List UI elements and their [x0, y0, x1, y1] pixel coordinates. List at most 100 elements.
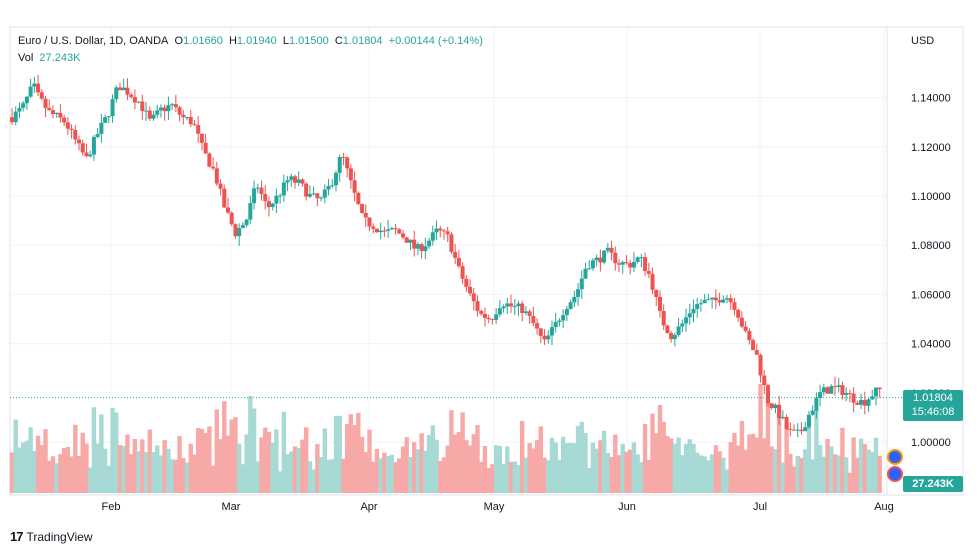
candle-body	[635, 257, 640, 262]
candle-body	[803, 427, 808, 432]
volume-bar	[572, 443, 577, 493]
volume-bar	[54, 463, 59, 493]
last-volume-badge: 27.243K	[903, 476, 963, 492]
candle-body	[739, 317, 744, 327]
candle-body	[859, 399, 864, 405]
volume-bar	[855, 457, 860, 493]
last-price-value: 1.01804	[913, 392, 953, 404]
volume-bar	[50, 456, 56, 493]
close-label: C	[334, 35, 343, 47]
volume-bar	[181, 458, 186, 493]
chart-grid	[10, 27, 887, 495]
volume-bar	[177, 436, 182, 493]
tradingview-brand[interactable]: 17 TradingView	[10, 529, 93, 544]
candle-body	[836, 385, 841, 387]
candle-body	[814, 398, 819, 411]
volume-bar	[698, 455, 704, 493]
volume-bar	[225, 435, 231, 493]
candle-body	[527, 311, 532, 317]
candle-body	[695, 304, 700, 310]
candle-body	[39, 92, 44, 99]
time-tick-label: May	[484, 501, 505, 513]
volume-bar	[739, 420, 745, 493]
candle-body	[382, 230, 387, 232]
volume-bar	[743, 449, 748, 493]
candle-body	[65, 122, 70, 129]
candle-body	[710, 297, 715, 300]
volume-bar	[750, 433, 756, 493]
candle-body	[497, 308, 502, 315]
candle-body	[590, 260, 595, 269]
volume-bar	[400, 446, 406, 493]
candle-body	[669, 333, 674, 340]
candle-body	[806, 414, 811, 428]
candle-body	[341, 157, 346, 159]
volume-bar	[367, 429, 372, 493]
volume-bar	[668, 438, 674, 493]
candle-body	[687, 313, 692, 318]
volume-bar	[475, 425, 480, 493]
candle-body	[758, 354, 763, 376]
candle-body	[617, 263, 622, 265]
candle-body	[631, 261, 636, 268]
volume-bar	[382, 452, 387, 493]
brand-name: TradingView	[26, 529, 93, 544]
price-tick-label: 1.08000	[911, 240, 951, 252]
candle-body	[494, 314, 499, 320]
candle-body	[535, 323, 540, 329]
candle-body	[13, 111, 18, 123]
volume-bar	[791, 466, 797, 493]
time-tick-label: Jul	[753, 501, 767, 513]
volume-bar	[594, 448, 599, 493]
volume-bar	[564, 443, 570, 493]
volume-bar	[449, 410, 454, 493]
candle-body	[356, 192, 361, 205]
candle-body	[158, 107, 163, 111]
candle-body	[10, 117, 14, 123]
volume-bar	[166, 448, 171, 493]
volume-bar	[601, 430, 607, 493]
volume-bar	[434, 439, 439, 493]
candle-body	[765, 385, 770, 404]
volume-bar	[829, 446, 834, 493]
candle-body	[110, 99, 115, 117]
candle-body	[99, 122, 104, 134]
volume-bar	[609, 456, 614, 493]
volume-bar	[277, 471, 283, 493]
volume-bar	[9, 452, 15, 493]
volume-bar	[706, 460, 711, 493]
volume-bar	[199, 428, 205, 493]
volume-bar	[501, 463, 506, 493]
indicator-icons[interactable]	[887, 449, 903, 482]
volume-bar	[866, 449, 871, 493]
last-price-badge: 1.01804 15:46:08	[903, 390, 963, 421]
candle-body	[106, 116, 111, 118]
volume-bar	[579, 421, 584, 493]
candle-body	[620, 262, 625, 265]
volume-bar	[84, 443, 89, 493]
candle-body	[393, 228, 398, 230]
volume-bar	[24, 440, 30, 493]
candle-body	[114, 87, 119, 100]
volume-bar	[646, 460, 652, 493]
candle-body	[557, 320, 562, 323]
volume-bar	[814, 409, 819, 493]
volume-bar	[654, 433, 659, 493]
volume-bar	[318, 457, 324, 493]
volume-bar	[624, 451, 629, 493]
volume-bar	[292, 446, 298, 493]
volume-bar	[691, 443, 696, 493]
volume-bar	[821, 456, 827, 493]
candle-body	[77, 139, 82, 144]
volume-bar	[728, 442, 733, 493]
volume-bar	[248, 395, 253, 493]
volume-bar	[326, 459, 331, 493]
candle-body	[24, 96, 29, 104]
volume-bar	[497, 445, 503, 493]
candle-body	[199, 133, 204, 143]
candle-body	[244, 219, 249, 226]
volume-bar	[575, 425, 581, 493]
volume-bar	[117, 444, 123, 493]
volume-bar	[426, 434, 432, 493]
